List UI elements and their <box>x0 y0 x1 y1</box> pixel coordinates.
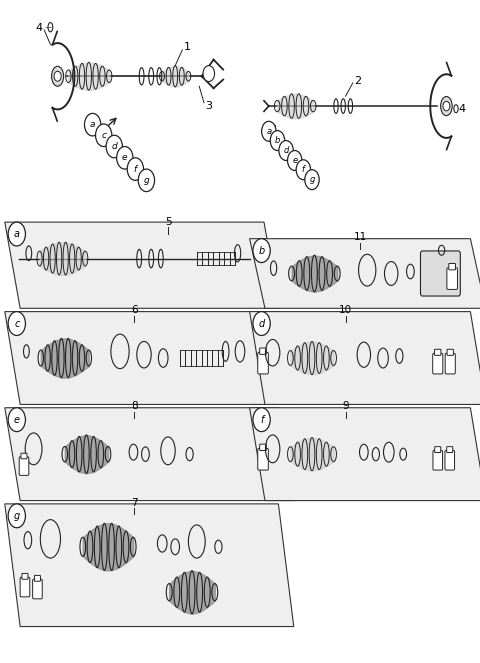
FancyBboxPatch shape <box>433 353 443 374</box>
FancyBboxPatch shape <box>434 349 441 355</box>
Circle shape <box>8 222 25 246</box>
Circle shape <box>84 113 101 136</box>
Circle shape <box>138 169 155 192</box>
Circle shape <box>305 170 319 190</box>
FancyBboxPatch shape <box>19 457 29 475</box>
Text: d: d <box>111 142 117 151</box>
Text: a: a <box>14 229 20 239</box>
Text: g: g <box>309 175 315 184</box>
FancyBboxPatch shape <box>445 353 455 374</box>
Text: 11: 11 <box>353 232 367 243</box>
Text: f: f <box>302 165 305 174</box>
Ellipse shape <box>51 66 63 86</box>
Polygon shape <box>250 408 480 501</box>
FancyBboxPatch shape <box>258 353 268 374</box>
Text: 5: 5 <box>165 217 171 227</box>
Text: e: e <box>292 156 297 165</box>
Circle shape <box>279 141 293 160</box>
FancyBboxPatch shape <box>21 453 27 459</box>
FancyBboxPatch shape <box>20 577 30 597</box>
FancyBboxPatch shape <box>445 451 455 470</box>
FancyBboxPatch shape <box>435 447 441 452</box>
FancyBboxPatch shape <box>258 448 268 470</box>
Text: e: e <box>14 414 20 425</box>
Circle shape <box>54 72 61 81</box>
Text: 9: 9 <box>342 401 349 412</box>
FancyBboxPatch shape <box>433 451 443 470</box>
Text: 6: 6 <box>131 305 138 316</box>
Text: f: f <box>260 414 264 425</box>
FancyBboxPatch shape <box>260 348 266 354</box>
Polygon shape <box>5 504 294 627</box>
Text: 4: 4 <box>458 104 466 115</box>
Circle shape <box>8 408 25 432</box>
Circle shape <box>203 66 215 82</box>
Circle shape <box>96 124 112 147</box>
Text: g: g <box>13 511 20 521</box>
Circle shape <box>8 504 25 528</box>
Polygon shape <box>250 239 480 308</box>
Text: f: f <box>134 164 137 174</box>
Text: 1: 1 <box>184 42 191 52</box>
FancyBboxPatch shape <box>35 575 40 581</box>
Text: b: b <box>275 136 280 145</box>
Text: 4: 4 <box>35 23 42 33</box>
Circle shape <box>106 135 122 158</box>
Circle shape <box>288 151 302 170</box>
Text: d: d <box>283 146 289 155</box>
Circle shape <box>296 160 311 180</box>
FancyBboxPatch shape <box>260 444 266 451</box>
Text: 3: 3 <box>205 101 213 111</box>
Text: —: — <box>45 24 52 30</box>
Circle shape <box>127 158 144 180</box>
FancyBboxPatch shape <box>447 349 454 355</box>
FancyBboxPatch shape <box>420 251 460 296</box>
Polygon shape <box>5 408 294 501</box>
Circle shape <box>253 239 270 263</box>
Text: 7: 7 <box>131 497 138 508</box>
Text: c: c <box>101 131 106 140</box>
FancyBboxPatch shape <box>33 579 42 599</box>
Ellipse shape <box>441 97 452 115</box>
FancyBboxPatch shape <box>447 447 453 452</box>
Circle shape <box>270 131 285 151</box>
FancyBboxPatch shape <box>447 268 457 289</box>
FancyBboxPatch shape <box>449 263 456 270</box>
Text: 2: 2 <box>354 76 361 86</box>
Circle shape <box>262 121 276 141</box>
Text: d: d <box>258 318 265 329</box>
Text: e: e <box>122 153 128 162</box>
Circle shape <box>443 101 450 111</box>
Polygon shape <box>250 312 480 404</box>
Circle shape <box>253 408 270 432</box>
Text: a: a <box>90 120 96 129</box>
FancyBboxPatch shape <box>22 573 28 579</box>
Circle shape <box>8 312 25 335</box>
Circle shape <box>253 312 270 335</box>
Text: b: b <box>258 245 265 256</box>
Text: 8: 8 <box>131 401 138 412</box>
Text: c: c <box>14 318 20 329</box>
Polygon shape <box>5 222 279 308</box>
Text: g: g <box>144 176 149 185</box>
Polygon shape <box>5 312 294 404</box>
Text: a: a <box>266 127 271 136</box>
Text: 10: 10 <box>339 305 352 316</box>
Circle shape <box>117 147 133 169</box>
